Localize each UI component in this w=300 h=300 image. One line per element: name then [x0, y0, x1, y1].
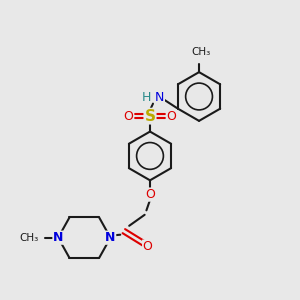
Text: S: S [145, 109, 155, 124]
Text: O: O [167, 110, 176, 123]
Text: CH₃: CH₃ [19, 233, 38, 243]
Text: N: N [155, 91, 164, 104]
Text: O: O [124, 110, 134, 123]
Text: N: N [53, 231, 63, 244]
Text: O: O [143, 240, 153, 253]
Text: O: O [145, 188, 155, 201]
Text: CH₃: CH₃ [192, 47, 211, 57]
Text: H: H [141, 91, 151, 104]
Text: N: N [105, 231, 116, 244]
